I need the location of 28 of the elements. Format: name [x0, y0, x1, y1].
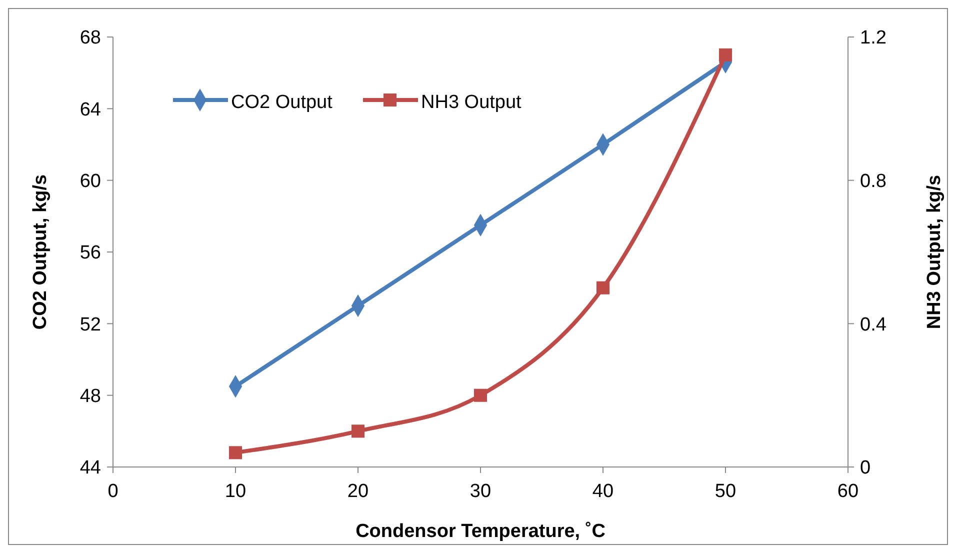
point [474, 388, 488, 402]
legend-label: CO2 Output [231, 92, 334, 113]
point [228, 446, 242, 460]
y2-tick-label: 0.8 [860, 170, 886, 192]
y-tick-label: 52 [80, 314, 101, 336]
y-tick-label: 64 [80, 99, 102, 120]
y2-axis-title: NH3 Output, kg/s [924, 174, 945, 330]
x-tick-label: 20 [347, 481, 369, 502]
y-tick-label: 56 [80, 242, 101, 264]
x-tick-label: 40 [592, 481, 614, 502]
y-tick-label: 60 [80, 170, 101, 192]
y-tick-label: 44 [80, 458, 102, 479]
x-axis-title: Condensor Temperature, ˚C [356, 521, 606, 542]
y-tick-label: 68 [80, 28, 101, 49]
point [596, 281, 610, 294]
y2-tick-label: 1.2 [860, 28, 886, 49]
y2-tick-label: 0.4 [860, 314, 887, 336]
x-tick-label: 60 [837, 481, 859, 502]
x-tick-label: 30 [470, 481, 492, 502]
x-tick-label: 0 [108, 481, 118, 502]
point [718, 48, 732, 62]
y-axis-title: CO2 Output, kg/s [30, 174, 51, 330]
y-tick-label: 48 [80, 386, 101, 407]
legend-label: NH3 Output [421, 92, 522, 113]
x-tick-label: 10 [224, 481, 246, 502]
y2-tick-label: 0 [860, 458, 871, 479]
x-tick-label: 50 [714, 481, 736, 502]
point [351, 424, 365, 438]
